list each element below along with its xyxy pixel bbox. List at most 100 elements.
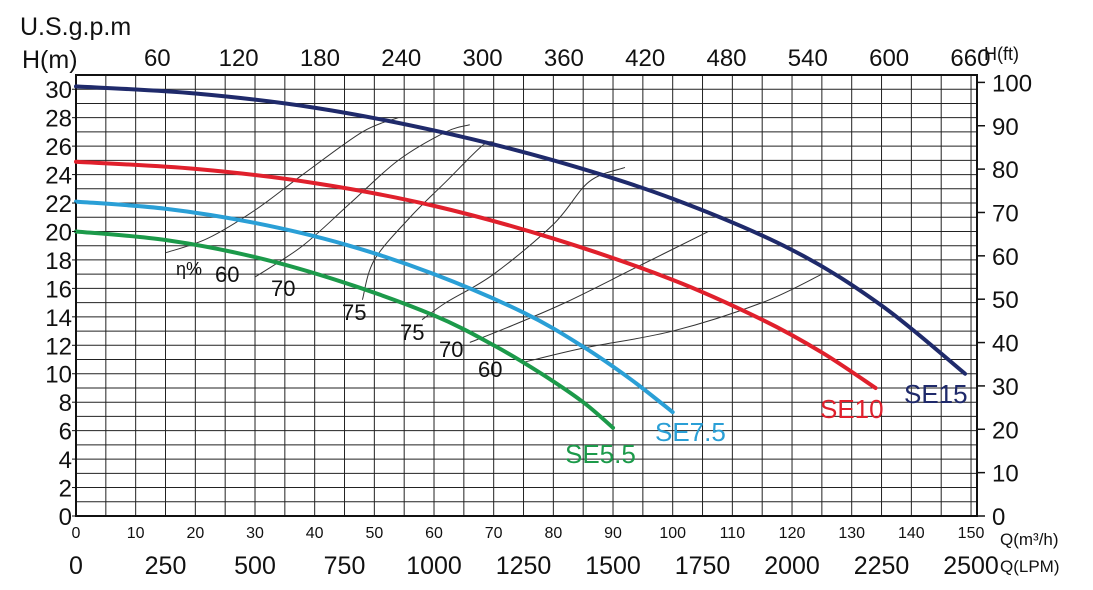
right-tick-label: 50 (992, 287, 1019, 314)
left-tick-label: 4 (59, 447, 72, 474)
left-tick-label: 24 (45, 163, 72, 190)
bottom-lpm-tick-label: 250 (145, 552, 187, 580)
top-tick-label: 540 (788, 45, 828, 72)
bottom-lpm-tick-label: 1250 (496, 552, 552, 580)
bottom-lpm-tick-label: 500 (234, 552, 276, 580)
bottom-m3h-tick-label: 0 (72, 525, 81, 542)
efficiency-contour (469, 231, 709, 343)
left-tick-label: 14 (45, 305, 72, 332)
left-tick-label: 8 (59, 390, 72, 417)
top-tick-label: 180 (300, 45, 340, 72)
bottom-lpm-tick-label: 2500 (943, 552, 999, 580)
axis-title-q-lpm: Q(LPM) (1000, 557, 1060, 576)
series-curve-se7-5 (74, 199, 675, 415)
top-tick-label: 240 (381, 45, 421, 72)
series-curve-se15 (74, 84, 968, 376)
bottom-lpm-tick-label: 1750 (675, 552, 731, 580)
right-tick-label: 20 (992, 417, 1019, 444)
efficiency-contours (165, 117, 823, 363)
bottom-lpm-tick-label: 0 (69, 552, 83, 580)
bottom-m3h-tick-label: 90 (604, 525, 622, 542)
right-tick-label: 10 (992, 461, 1019, 488)
axis-title-head-ft: H(ft) (984, 44, 1019, 64)
bottom-m3h-tick-label: 150 (958, 525, 985, 542)
top-tick-label: 60 (144, 45, 171, 72)
grid-lines (75, 74, 977, 517)
series-label-se5-5: SE5.5 (565, 439, 636, 469)
plot-frame (75, 74, 978, 517)
bottom-m3h-tick-label: 120 (779, 525, 806, 542)
left-tick-label: 20 (45, 219, 72, 246)
bottom-lpm-tick-label: 750 (324, 552, 366, 580)
bottom-m3h-tick-label: 30 (246, 525, 264, 542)
bottom-m3h-tick-label: 50 (365, 525, 383, 542)
efficiency-contour (254, 124, 470, 278)
series-label-se10: SE10 (820, 394, 884, 424)
efficiency-label: 75 (400, 320, 424, 345)
left-tick-label: 22 (45, 191, 72, 218)
top-tick-label: 420 (625, 45, 665, 72)
top-tick-label: 120 (219, 45, 259, 72)
efficiency-label: 60 (215, 262, 239, 287)
bottom-m3h-tick-label: 110 (720, 525, 746, 542)
bottom-m3h-tick-label: 20 (186, 525, 204, 542)
bottom-lpm-tick-label: 2250 (854, 552, 910, 580)
left-tick-label: 0 (59, 504, 72, 531)
left-tick-label: 2 (59, 476, 72, 503)
curve-series (74, 84, 968, 430)
top-tick-label: 600 (869, 45, 909, 72)
efficiency-label: 60 (478, 357, 502, 382)
axis-labels: U.S.g.p.m H(m) H(ft) Q(m³/h) Q(LPM) 0246… (20, 13, 1060, 580)
axis-title-head-m: H(m) (22, 46, 78, 74)
left-tick-label: 6 (59, 419, 72, 446)
bottom-m3h-tick-label: 100 (659, 525, 686, 542)
efficiency-contour (361, 141, 494, 300)
bottom-lpm-tick-label: 2000 (764, 552, 820, 580)
efficiency-contour (523, 273, 823, 363)
right-tick-label: 60 (992, 244, 1019, 271)
left-tick-label: 26 (45, 134, 72, 161)
series-curve-se5-5 (74, 229, 616, 430)
efficiency-contour (421, 166, 626, 321)
bottom-m3h-tick-label: 80 (544, 525, 562, 542)
left-tick-label: 10 (45, 362, 72, 389)
left-tick-label: 18 (45, 248, 72, 275)
left-tick-label: 12 (45, 333, 72, 360)
bottom-lpm-tick-label: 1000 (406, 552, 462, 580)
series-labels: SE15 SE10 SE7.5 SE5.5 (565, 379, 968, 469)
axis-title-q-m3h: Q(m³/h) (1000, 530, 1059, 549)
top-tick-label: 360 (544, 45, 584, 72)
right-tick-label: 30 (992, 374, 1019, 401)
right-tick-label: 80 (992, 157, 1019, 184)
efficiency-labels: η% 60 70 75 75 70 60 (176, 259, 502, 382)
series-label-se15: SE15 (904, 379, 968, 409)
right-tick-label: 100 (992, 70, 1032, 97)
left-tick-label: 28 (45, 106, 72, 133)
axis-title-usgpm: U.S.g.p.m (20, 13, 131, 41)
efficiency-label: 70 (439, 337, 463, 362)
series-curve-se10 (74, 159, 878, 390)
bottom-m3h-tick-label: 10 (127, 525, 145, 542)
series-label-se7-5: SE7.5 (655, 417, 726, 447)
right-tick-label: 0 (992, 504, 1005, 531)
efficiency-symbol: η% (176, 259, 202, 279)
left-tick-label: 16 (45, 276, 72, 303)
right-tick-label: 90 (992, 114, 1019, 141)
top-tick-label: 300 (463, 45, 503, 72)
top-tick-label: 480 (706, 45, 746, 72)
bottom-m3h-tick-label: 130 (838, 525, 865, 542)
top-tick-label: 660 (950, 45, 990, 72)
bottom-m3h-tick-label: 140 (898, 525, 925, 542)
left-tick-label: 30 (45, 77, 72, 104)
bottom-m3h-tick-label: 60 (425, 525, 443, 542)
right-tick-label: 40 (992, 331, 1019, 358)
bottom-lpm-tick-label: 1500 (585, 552, 641, 580)
bottom-m3h-tick-label: 70 (485, 525, 503, 542)
right-tick-label: 70 (992, 200, 1019, 227)
efficiency-label: 70 (271, 276, 295, 301)
bottom-m3h-tick-label: 40 (306, 525, 324, 542)
efficiency-label: 75 (342, 300, 366, 325)
efficiency-contour (165, 117, 399, 254)
